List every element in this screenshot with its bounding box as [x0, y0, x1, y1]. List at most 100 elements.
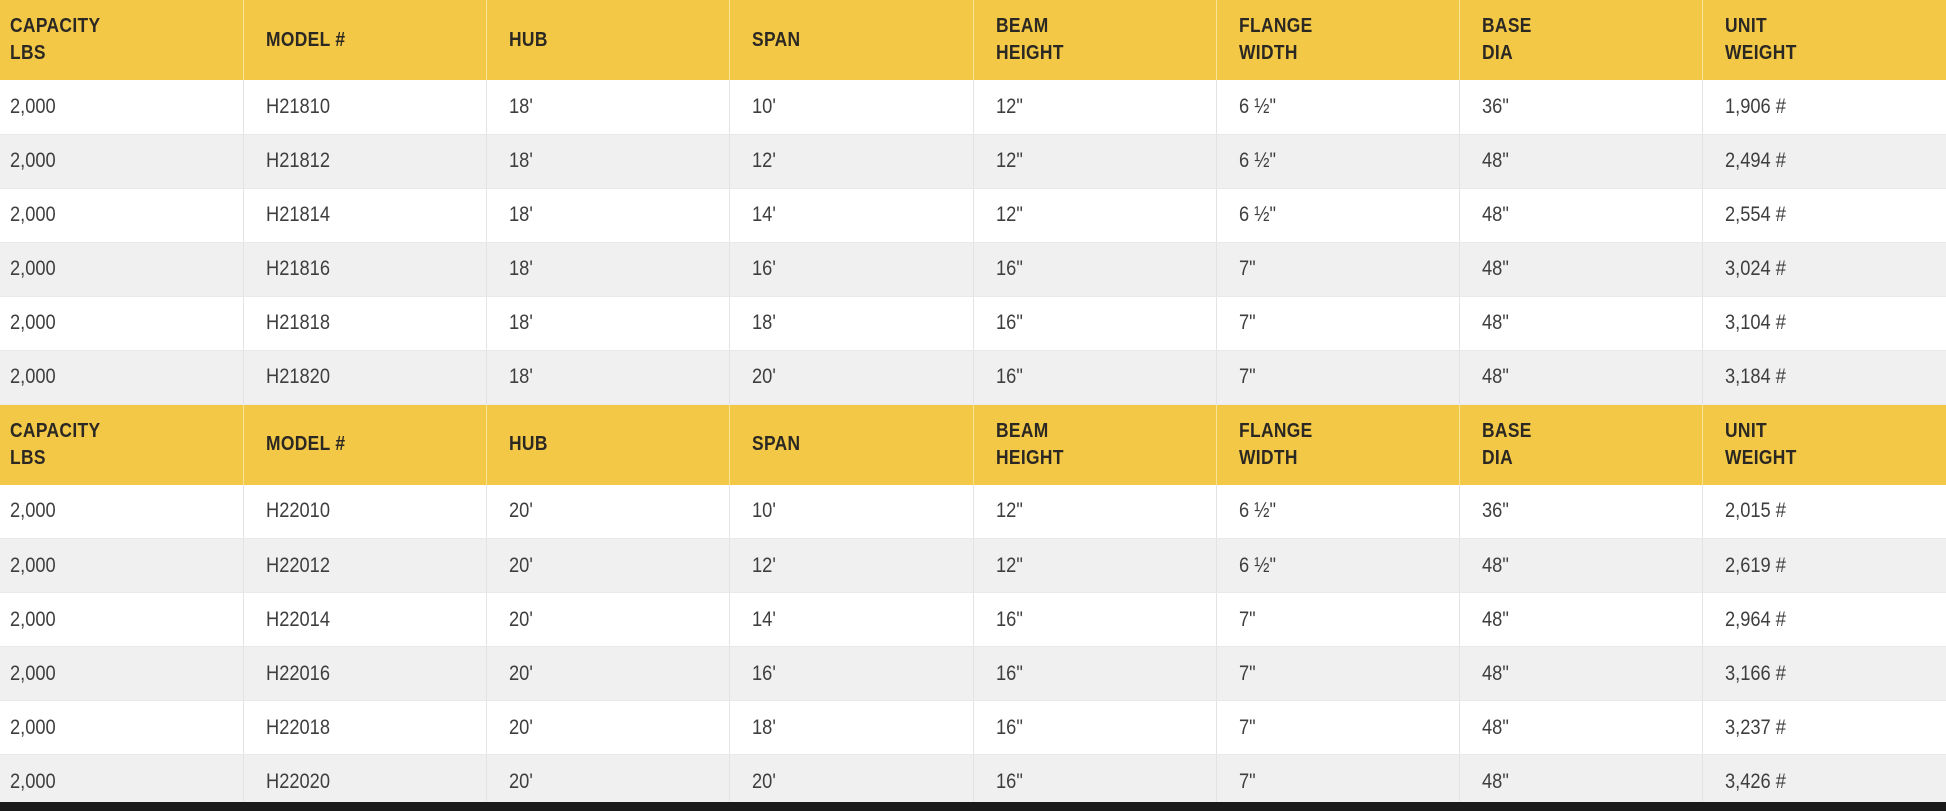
cell-flange-width: 7"	[1216, 296, 1461, 351]
column-header-text: HUB	[509, 433, 548, 455]
cell-value: 20'	[509, 769, 533, 793]
cell-value: H21816	[265, 257, 330, 280]
cell-beam-height: 16"	[973, 350, 1217, 405]
cell-hub: 20'	[486, 646, 731, 701]
column-header-text: HEIGHT	[995, 42, 1064, 64]
column-header-hub: HUB	[486, 0, 731, 80]
cell-capacity-lbs: 2,000	[0, 242, 244, 297]
cell-value: 7"	[1238, 715, 1256, 739]
cell-flange-width: 7"	[1216, 754, 1461, 809]
cell-base-dia: 48"	[1459, 538, 1704, 593]
cell-base-dia: 48"	[1459, 188, 1704, 243]
cell-hub: 20'	[486, 538, 731, 593]
cell-capacity-lbs: 2,000	[0, 538, 244, 593]
cell-flange-width: 7"	[1216, 242, 1461, 297]
cell-value: 48"	[1482, 311, 1509, 334]
column-header-text: WEIGHT	[1725, 446, 1797, 469]
column-header-text: MODEL #	[265, 28, 346, 51]
cell-flange-width: 6 ½"	[1216, 134, 1461, 189]
column-header-text: FLANGE	[1238, 15, 1313, 37]
header-row: CAPACITY LBS MODEL # HUB SPAN BEAM HEIGHT FLANG…	[0, 404, 1946, 485]
cell-capacity-lbs: 2,000	[0, 646, 244, 701]
cell-base-dia: 48"	[1459, 134, 1704, 189]
table-body: 2,000 H22010 20' 10' 12" 6 ½" 36" 2,015 # 2,000 H…	[0, 484, 1946, 809]
cell-hub: 18'	[486, 188, 731, 243]
cell-value: 2,964 #	[1725, 607, 1787, 631]
cell-model-number: H21812	[243, 134, 488, 189]
cell-value: 48"	[1482, 607, 1509, 631]
cell-value: H21812	[265, 149, 330, 172]
cell-beam-height: 16"	[973, 296, 1217, 351]
cell-value: 3,426 #	[1725, 769, 1787, 793]
cell-unit-weight: 3,184 #	[1702, 350, 1946, 405]
table-header: CAPACITY LBS MODEL # HUB SPAN BEAM HEIGHT FLANG…	[0, 0, 1946, 80]
cell-beam-height: 16"	[973, 700, 1217, 755]
cell-base-dia: 36"	[1459, 80, 1704, 135]
cell-value: 7"	[1238, 257, 1256, 280]
cell-value: 12"	[995, 553, 1023, 577]
column-header-text: LBS	[10, 446, 46, 469]
cell-value: 2,000	[10, 94, 56, 118]
cell-hub: 18'	[486, 134, 731, 189]
column-header-text: WIDTH	[1238, 446, 1298, 469]
column-header-capacity-lbs: CAPACITY LBS	[0, 404, 244, 485]
cell-unit-weight: 2,964 #	[1702, 592, 1946, 647]
cell-value: 12"	[995, 149, 1023, 172]
cell-capacity-lbs: 2,000	[0, 484, 244, 539]
cell-value: 20'	[509, 553, 533, 577]
column-header-span: SPAN	[729, 404, 974, 485]
cell-value: 3,166 #	[1725, 661, 1787, 685]
table-row: 2,000 H21816 18' 16' 16" 7" 48" 3,024 #	[0, 242, 1946, 297]
column-header-text: UNIT	[1725, 419, 1768, 442]
cell-value: 12"	[995, 203, 1023, 226]
cell-beam-height: 12"	[973, 188, 1217, 243]
cell-model-number: H22010	[243, 484, 488, 539]
cell-span: 18'	[729, 700, 974, 755]
cell-value: 16"	[995, 769, 1023, 793]
table-row: 2,000 H22016 20' 16' 16" 7" 48" 3,166 #	[0, 646, 1946, 701]
cell-value: H22014	[265, 607, 330, 631]
table-body: 2,000 H21810 18' 10' 12" 6 ½" 36" 1,906 # 2,000 H…	[0, 80, 1946, 405]
cell-value: 18'	[509, 94, 533, 118]
cell-unit-weight: 1,906 #	[1702, 80, 1946, 135]
cell-base-dia: 48"	[1459, 350, 1704, 405]
cell-value: 48"	[1482, 769, 1509, 793]
cell-capacity-lbs: 2,000	[0, 754, 244, 809]
cell-hub: 20'	[486, 754, 731, 809]
cell-value: H21810	[265, 94, 330, 118]
cell-value: 18'	[509, 149, 533, 172]
cell-hub: 18'	[486, 242, 731, 297]
cell-span: 10'	[729, 484, 974, 539]
column-header-flange-width: FLANGE WIDTH	[1216, 0, 1461, 80]
column-header-unit-weight: UNIT WEIGHT	[1702, 0, 1946, 80]
column-header-text: WEIGHT	[1725, 42, 1797, 64]
cell-flange-width: 7"	[1216, 700, 1461, 755]
cell-value: 18'	[509, 311, 533, 334]
cell-beam-height: 12"	[973, 80, 1217, 135]
cell-model-number: H22020	[243, 754, 488, 809]
cell-value: 48"	[1482, 149, 1509, 172]
cell-value: 20'	[509, 607, 533, 631]
cell-span: 14'	[729, 592, 974, 647]
cell-unit-weight: 2,554 #	[1702, 188, 1946, 243]
column-header-capacity-lbs: CAPACITY LBS	[0, 0, 244, 80]
column-header-text: LBS	[10, 42, 46, 64]
cell-flange-width: 6 ½"	[1216, 484, 1461, 539]
cell-value: 18'	[752, 715, 777, 739]
cell-value: 3,024 #	[1725, 257, 1787, 280]
cell-base-dia: 48"	[1459, 754, 1704, 809]
cell-value: 6 ½"	[1238, 553, 1276, 577]
cell-value: 2,619 #	[1725, 553, 1787, 577]
cell-capacity-lbs: 2,000	[0, 134, 244, 189]
table-header: CAPACITY LBS MODEL # HUB SPAN BEAM HEIGHT FLANG…	[0, 404, 1946, 485]
cell-value: 36"	[1482, 499, 1509, 523]
cell-value: 10'	[752, 94, 777, 118]
cell-model-number: H21810	[243, 80, 488, 135]
cell-value: 3,104 #	[1725, 311, 1787, 334]
column-header-model-number: MODEL #	[243, 0, 488, 80]
cell-base-dia: 48"	[1459, 592, 1704, 647]
cell-value: 12'	[752, 553, 777, 577]
cell-model-number: H21816	[243, 242, 488, 297]
cell-unit-weight: 2,015 #	[1702, 484, 1946, 539]
column-header-base-dia: BASE DIA	[1459, 0, 1704, 80]
